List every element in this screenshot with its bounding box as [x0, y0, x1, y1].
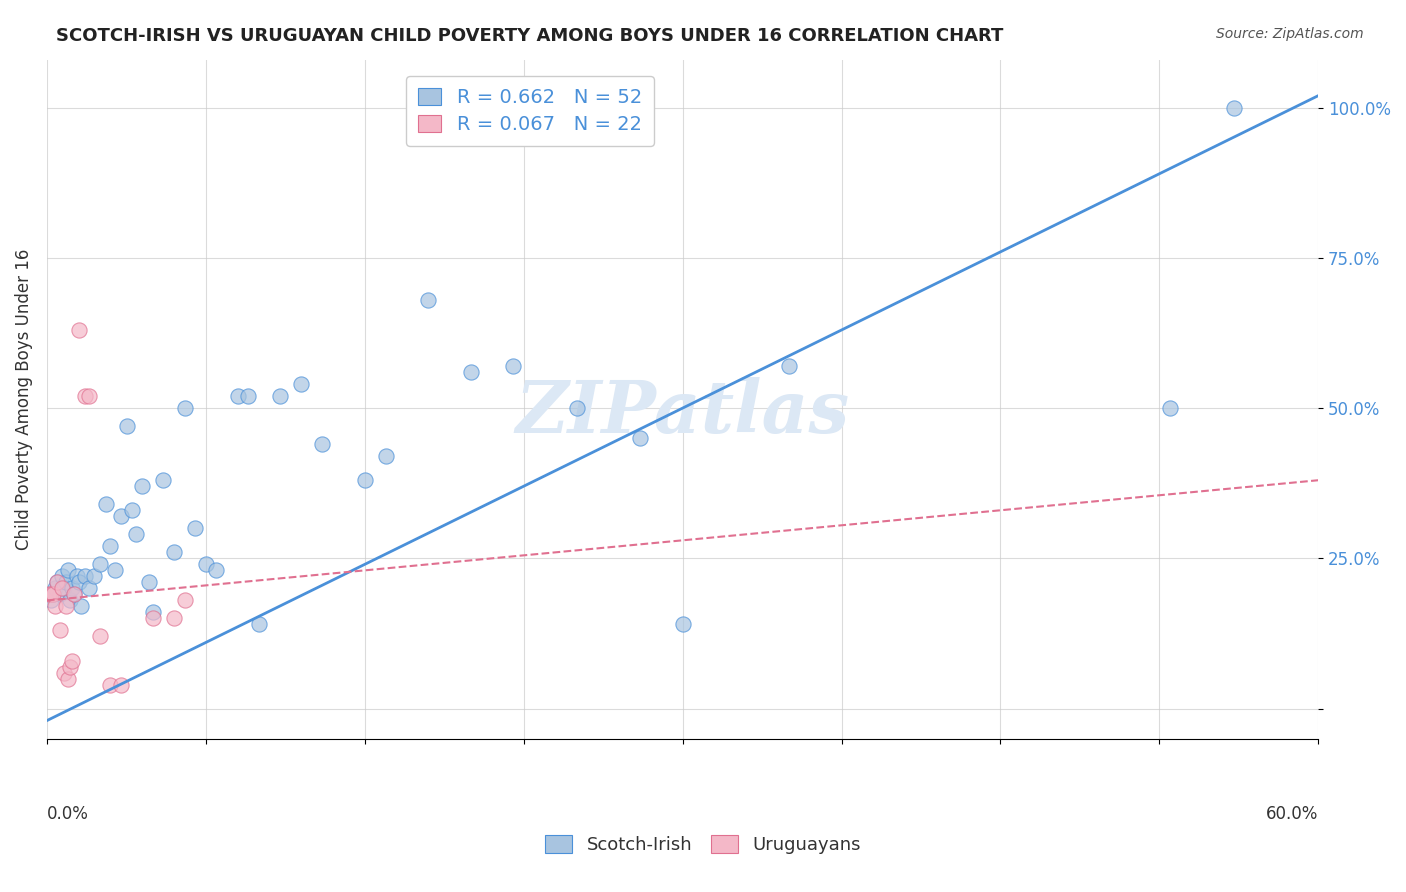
Point — [39, 587, 62, 601]
Point — [238, 389, 260, 403]
Point — [48, 624, 70, 638]
Point — [353, 473, 375, 487]
Point — [63, 587, 86, 601]
Point — [69, 599, 91, 614]
Point — [56, 563, 79, 577]
Point — [311, 437, 333, 451]
Point — [55, 599, 77, 614]
Point — [418, 293, 440, 307]
Point — [269, 389, 291, 403]
Point — [56, 672, 79, 686]
Point — [89, 558, 111, 572]
Point — [67, 323, 90, 337]
Point — [60, 653, 83, 667]
Point — [96, 497, 118, 511]
Point — [184, 521, 207, 535]
Point — [59, 593, 82, 607]
Point — [460, 365, 482, 379]
Point — [89, 630, 111, 644]
Point — [39, 593, 62, 607]
Point — [60, 582, 83, 596]
Point — [502, 359, 524, 373]
Point — [52, 665, 75, 680]
Point — [65, 569, 87, 583]
Point — [55, 575, 77, 590]
Point — [121, 503, 143, 517]
Point — [67, 575, 90, 590]
Point — [73, 389, 96, 403]
Point — [51, 569, 73, 583]
Legend: Scotch-Irish, Uruguayans: Scotch-Irish, Uruguayans — [534, 824, 872, 865]
Point — [100, 539, 122, 553]
Point — [226, 389, 249, 403]
Point — [44, 582, 66, 596]
Point — [52, 582, 75, 596]
Point — [173, 401, 195, 416]
Point — [194, 558, 217, 572]
Point — [77, 582, 100, 596]
Point — [100, 677, 122, 691]
Point — [110, 677, 132, 691]
Point — [83, 569, 105, 583]
Point — [142, 611, 165, 625]
Point — [138, 575, 160, 590]
Point — [42, 587, 65, 601]
Point — [142, 606, 165, 620]
Point — [628, 431, 651, 445]
Legend: R = 0.662   N = 52, R = 0.067   N = 22: R = 0.662 N = 52, R = 0.067 N = 22 — [406, 76, 654, 146]
Point — [671, 617, 693, 632]
Point — [374, 449, 396, 463]
Point — [778, 359, 800, 373]
Point — [163, 611, 186, 625]
Y-axis label: Child Poverty Among Boys Under 16: Child Poverty Among Boys Under 16 — [15, 249, 32, 549]
Point — [163, 545, 186, 559]
Text: Source: ZipAtlas.com: Source: ZipAtlas.com — [1216, 27, 1364, 41]
Text: 0.0%: 0.0% — [46, 805, 89, 822]
Text: SCOTCH-IRISH VS URUGUAYAN CHILD POVERTY AMONG BOYS UNDER 16 CORRELATION CHART: SCOTCH-IRISH VS URUGUAYAN CHILD POVERTY … — [56, 27, 1004, 45]
Point — [247, 617, 270, 632]
Point — [51, 582, 73, 596]
Point — [565, 401, 588, 416]
Point — [104, 563, 127, 577]
Point — [1222, 101, 1244, 115]
Point — [131, 479, 153, 493]
Point — [46, 575, 69, 590]
Text: ZIPatlas: ZIPatlas — [516, 377, 849, 448]
Point — [59, 659, 82, 673]
Point — [110, 509, 132, 524]
Point — [290, 377, 312, 392]
Point — [125, 527, 148, 541]
Point — [48, 587, 70, 601]
Point — [152, 473, 174, 487]
Point — [1159, 401, 1181, 416]
Text: 60.0%: 60.0% — [1265, 805, 1319, 822]
Point — [38, 587, 60, 601]
Point — [44, 599, 66, 614]
Point — [173, 593, 195, 607]
Point — [42, 587, 65, 601]
Point — [46, 575, 69, 590]
Point — [205, 563, 228, 577]
Point — [77, 389, 100, 403]
Point — [63, 587, 86, 601]
Point — [73, 569, 96, 583]
Point — [117, 419, 139, 434]
